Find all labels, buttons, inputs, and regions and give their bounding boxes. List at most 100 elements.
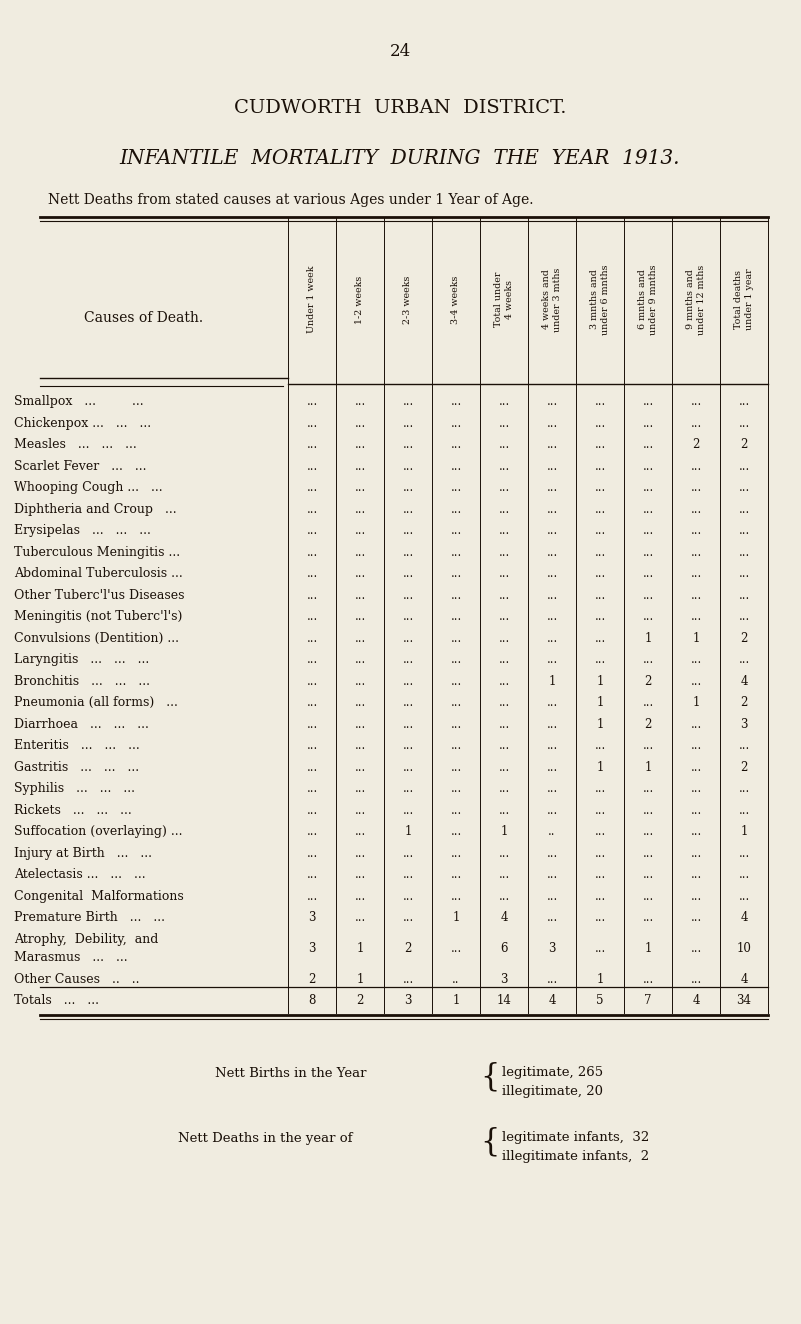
Text: ...: ... <box>450 941 461 955</box>
Text: legitimate infants,  32: legitimate infants, 32 <box>502 1131 650 1144</box>
Text: ...: ... <box>450 869 461 882</box>
Text: ...: ... <box>450 739 461 752</box>
Text: ...: ... <box>739 890 750 903</box>
Text: Pneumonia (all forms)   ...: Pneumonia (all forms) ... <box>14 696 178 710</box>
Text: ...: ... <box>450 545 461 559</box>
Text: ...: ... <box>642 890 654 903</box>
Text: ...: ... <box>498 459 509 473</box>
Text: ...: ... <box>642 782 654 796</box>
Text: ...: ... <box>546 782 557 796</box>
Text: ...: ... <box>690 503 702 516</box>
Text: ...: ... <box>642 503 654 516</box>
Text: ...: ... <box>402 696 413 710</box>
Text: 7: 7 <box>644 994 652 1008</box>
Text: ...: ... <box>306 459 318 473</box>
Text: ...: ... <box>739 524 750 538</box>
Text: ...: ... <box>498 890 509 903</box>
Text: ...: ... <box>546 610 557 624</box>
Text: 24: 24 <box>389 44 411 61</box>
Text: 1: 1 <box>644 632 652 645</box>
Text: ...: ... <box>498 782 509 796</box>
Text: 1: 1 <box>596 675 604 687</box>
Text: ...: ... <box>402 675 413 687</box>
Text: ...: ... <box>402 761 413 773</box>
Text: ...: ... <box>306 503 318 516</box>
Text: ...: ... <box>690 847 702 859</box>
Text: ...: ... <box>690 396 702 408</box>
Text: ...: ... <box>739 869 750 882</box>
Text: ...: ... <box>498 417 509 430</box>
Text: ...: ... <box>402 589 413 601</box>
Text: 5: 5 <box>596 994 604 1008</box>
Text: ...: ... <box>450 696 461 710</box>
Text: ...: ... <box>642 481 654 494</box>
Text: ...: ... <box>354 675 365 687</box>
Text: ...: ... <box>306 718 318 731</box>
Text: 1: 1 <box>596 696 604 710</box>
Text: ...: ... <box>498 632 509 645</box>
Text: 34: 34 <box>736 994 751 1008</box>
Text: 3: 3 <box>501 973 508 985</box>
Text: ...: ... <box>354 825 365 838</box>
Text: ...: ... <box>594 481 606 494</box>
Text: ...: ... <box>594 438 606 451</box>
Text: ...: ... <box>546 632 557 645</box>
Text: 2: 2 <box>740 696 747 710</box>
Text: ...: ... <box>594 739 606 752</box>
Text: ...: ... <box>690 653 702 666</box>
Text: ...: ... <box>498 653 509 666</box>
Text: 4: 4 <box>740 675 748 687</box>
Text: ...: ... <box>306 739 318 752</box>
Text: 2: 2 <box>692 438 700 451</box>
Text: Atrophy,  Debility,  and: Atrophy, Debility, and <box>14 933 159 947</box>
Text: ...: ... <box>450 847 461 859</box>
Text: ...: ... <box>739 610 750 624</box>
Text: ...: ... <box>354 653 365 666</box>
Text: 2: 2 <box>644 718 652 731</box>
Text: ...: ... <box>306 890 318 903</box>
Text: ...: ... <box>402 438 413 451</box>
Text: ...: ... <box>739 459 750 473</box>
Text: ...: ... <box>642 847 654 859</box>
Text: ...: ... <box>498 438 509 451</box>
Text: ...: ... <box>594 567 606 580</box>
Text: ...: ... <box>450 481 461 494</box>
Text: ...: ... <box>450 782 461 796</box>
Text: ...: ... <box>594 911 606 924</box>
Text: Laryngitis   ...   ...   ...: Laryngitis ... ... ... <box>14 653 149 666</box>
Text: ...: ... <box>690 973 702 985</box>
Text: ...: ... <box>739 567 750 580</box>
Text: Diphtheria and Croup   ...: Diphtheria and Croup ... <box>14 503 177 516</box>
Text: ...: ... <box>402 567 413 580</box>
Text: ...: ... <box>739 653 750 666</box>
Text: 3: 3 <box>548 941 556 955</box>
Text: ...: ... <box>306 782 318 796</box>
Text: 9 mnths and
under 12 mths: 9 mnths and under 12 mths <box>686 265 706 335</box>
Text: ...: ... <box>450 761 461 773</box>
Text: ...: ... <box>690 890 702 903</box>
Text: Injury at Birth   ...   ...: Injury at Birth ... ... <box>14 847 152 859</box>
Text: ...: ... <box>546 761 557 773</box>
Text: ...: ... <box>354 567 365 580</box>
Text: ...: ... <box>642 869 654 882</box>
Text: ...: ... <box>402 459 413 473</box>
Text: ...: ... <box>546 890 557 903</box>
Text: ...: ... <box>402 718 413 731</box>
Text: ...: ... <box>546 869 557 882</box>
Text: ...: ... <box>594 632 606 645</box>
Text: ...: ... <box>690 459 702 473</box>
Text: Tuberculous Meningitis ...: Tuberculous Meningitis ... <box>14 545 180 559</box>
Text: ...: ... <box>594 459 606 473</box>
Text: ...: ... <box>306 847 318 859</box>
Text: ...: ... <box>402 545 413 559</box>
Text: ...: ... <box>306 524 318 538</box>
Text: 1: 1 <box>453 994 460 1008</box>
Text: 2: 2 <box>740 438 747 451</box>
Text: ...: ... <box>546 589 557 601</box>
Text: ...: ... <box>690 545 702 559</box>
Text: Erysipelas   ...   ...   ...: Erysipelas ... ... ... <box>14 524 151 538</box>
Text: Enteritis   ...   ...   ...: Enteritis ... ... ... <box>14 739 139 752</box>
Text: ...: ... <box>402 869 413 882</box>
Text: Marasmus   ...   ...: Marasmus ... ... <box>14 951 127 964</box>
Text: ...: ... <box>354 438 365 451</box>
